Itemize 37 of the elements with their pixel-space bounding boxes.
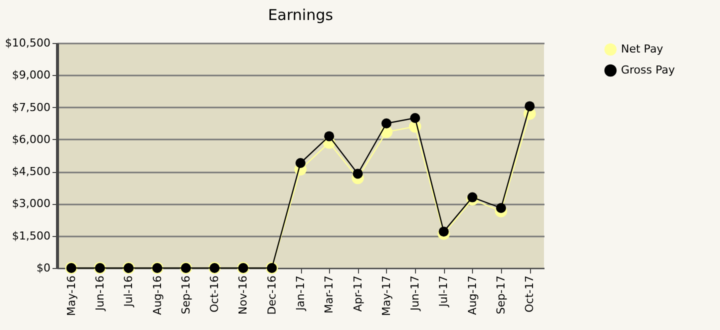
point — [496, 203, 506, 213]
point — [438, 226, 449, 237]
point — [524, 101, 535, 112]
x-tick-label: Jun-16 — [93, 276, 106, 312]
x-tick-label: Sep-16 — [179, 276, 192, 314]
x-tick-label: Dec-16 — [265, 276, 278, 315]
point — [352, 168, 363, 179]
y-tick-label: $4,500 — [12, 165, 50, 178]
y-tick-label: $6,000 — [12, 132, 50, 146]
x-tick-label: Aug-16 — [150, 276, 164, 315]
point — [381, 118, 392, 128]
point — [410, 113, 420, 123]
x-tick-label: May-17 — [380, 276, 393, 316]
x-tick-label: Oct-16 — [208, 276, 222, 312]
y-tick-label: $7,500 — [12, 100, 50, 114]
x-tick-label: May-16 — [64, 276, 78, 316]
x-tick-label: Nov-16 — [236, 276, 250, 315]
legend-label: Gross Pay — [621, 64, 676, 76]
x-tick-label: Oct-17 — [523, 276, 536, 312]
x-tick-label: Jul-17 — [437, 276, 450, 308]
x-tick-label: Mar-17 — [322, 276, 336, 314]
y-tick-label: $10,500 — [5, 36, 50, 50]
x-tick-label: Jan-17 — [294, 276, 307, 312]
y-tick-label: $3,000 — [12, 197, 50, 210]
point — [324, 131, 334, 142]
chart-title: Earnings — [268, 6, 334, 24]
x-tick-label: Sep-17 — [494, 276, 508, 314]
x-tick-label: Jun-17 — [408, 276, 422, 312]
y-tick-label: $1,500 — [12, 229, 50, 242]
legend-label: Net Pay — [621, 42, 664, 56]
point — [467, 192, 478, 202]
x-tick-label: Aug-17 — [466, 276, 479, 315]
y-tick-label: $0 — [36, 262, 50, 274]
y-tick-label: $9,000 — [12, 68, 50, 82]
x-tick-label: Apr-17 — [351, 276, 364, 312]
point — [296, 158, 306, 168]
x-tick-label: Jul-16 — [122, 276, 136, 308]
